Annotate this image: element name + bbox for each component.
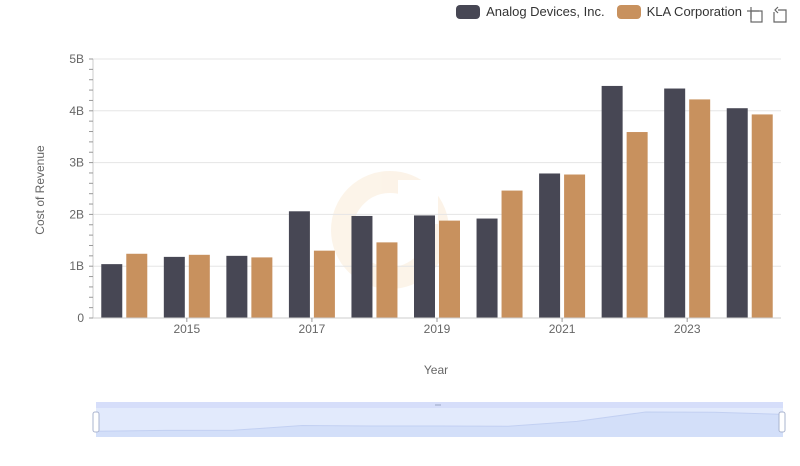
x-axis-title: Year [424,363,448,377]
legend-swatch-kla [616,4,641,19]
bar-analog-devices-2016[interactable] [226,255,248,318]
bar-kla-2015[interactable] [188,254,210,318]
bar-kla-2022[interactable] [626,132,648,318]
y-tick-label: 2B [69,207,84,221]
x-tick-label: 2019 [424,322,451,336]
bar-analog-devices-2014[interactable] [101,264,123,318]
bar-analog-devices-2023[interactable] [664,88,686,318]
x-tick-label: 2021 [549,322,576,336]
bar-analog-devices-2018[interactable] [351,215,373,318]
y-tick-label: 1B [69,259,84,273]
slider-selection[interactable] [96,408,783,437]
bar-analog-devices-2021[interactable] [539,173,561,318]
x-tick-label: 2023 [674,322,701,336]
bar-kla-2019[interactable] [439,220,460,318]
x-axis: 2015 2017 2019 2021 2023 [93,317,781,336]
legend-label-kla: KLA Corporation [646,4,742,19]
legend-label-analog-devices: Analog Devices, Inc. [486,4,605,19]
zoom-select-icon[interactable] [746,6,764,24]
chart-toolbar [746,6,788,24]
bar-kla-2023[interactable] [689,99,711,319]
slider-grip-icon[interactable] [435,404,441,406]
x-tick-label: 2015 [173,322,200,336]
x-tick-label: 2017 [299,322,326,336]
bar-analog-devices-2020[interactable] [476,218,498,318]
bar-analog-devices-2017[interactable] [288,211,310,318]
y-tick-label: 0 [77,311,84,325]
y-tick-label: 5B [69,52,84,66]
bar-analog-devices-2024[interactable] [726,108,748,319]
y-axis-title: Cost of Revenue [33,145,47,235]
bar-kla-2017[interactable] [313,250,335,318]
bar-kla-2020[interactable] [501,190,523,318]
legend-item-kla[interactable]: KLA Corporation [616,4,742,19]
y-tick-label: 3B [69,156,84,170]
legend-item-analog-devices[interactable]: Analog Devices, Inc. [456,4,605,19]
legend: Analog Devices, Inc. KLA Corporation [456,4,742,19]
bars [101,85,773,319]
range-slider[interactable] [92,402,786,437]
bar-analog-devices-2015[interactable] [163,256,185,318]
bar-kla-2018[interactable] [376,242,398,318]
y-tick-label: 4B [69,104,84,118]
reset-zoom-icon[interactable] [770,6,788,24]
bar-analog-devices-2019[interactable] [414,215,435,318]
slider-handle-right[interactable] [778,411,786,433]
slider-handle-left[interactable] [92,411,100,433]
bar-kla-2014[interactable] [126,253,148,318]
legend-swatch-analog-devices [456,4,481,19]
y-axis: 0 1B 2B 3B 4B 5B [69,52,94,325]
bar-kla-2016[interactable] [251,257,273,318]
bar-kla-2024[interactable] [751,114,773,319]
bar-analog-devices-2022[interactable] [601,85,623,318]
bar-kla-2021[interactable] [564,174,586,318]
